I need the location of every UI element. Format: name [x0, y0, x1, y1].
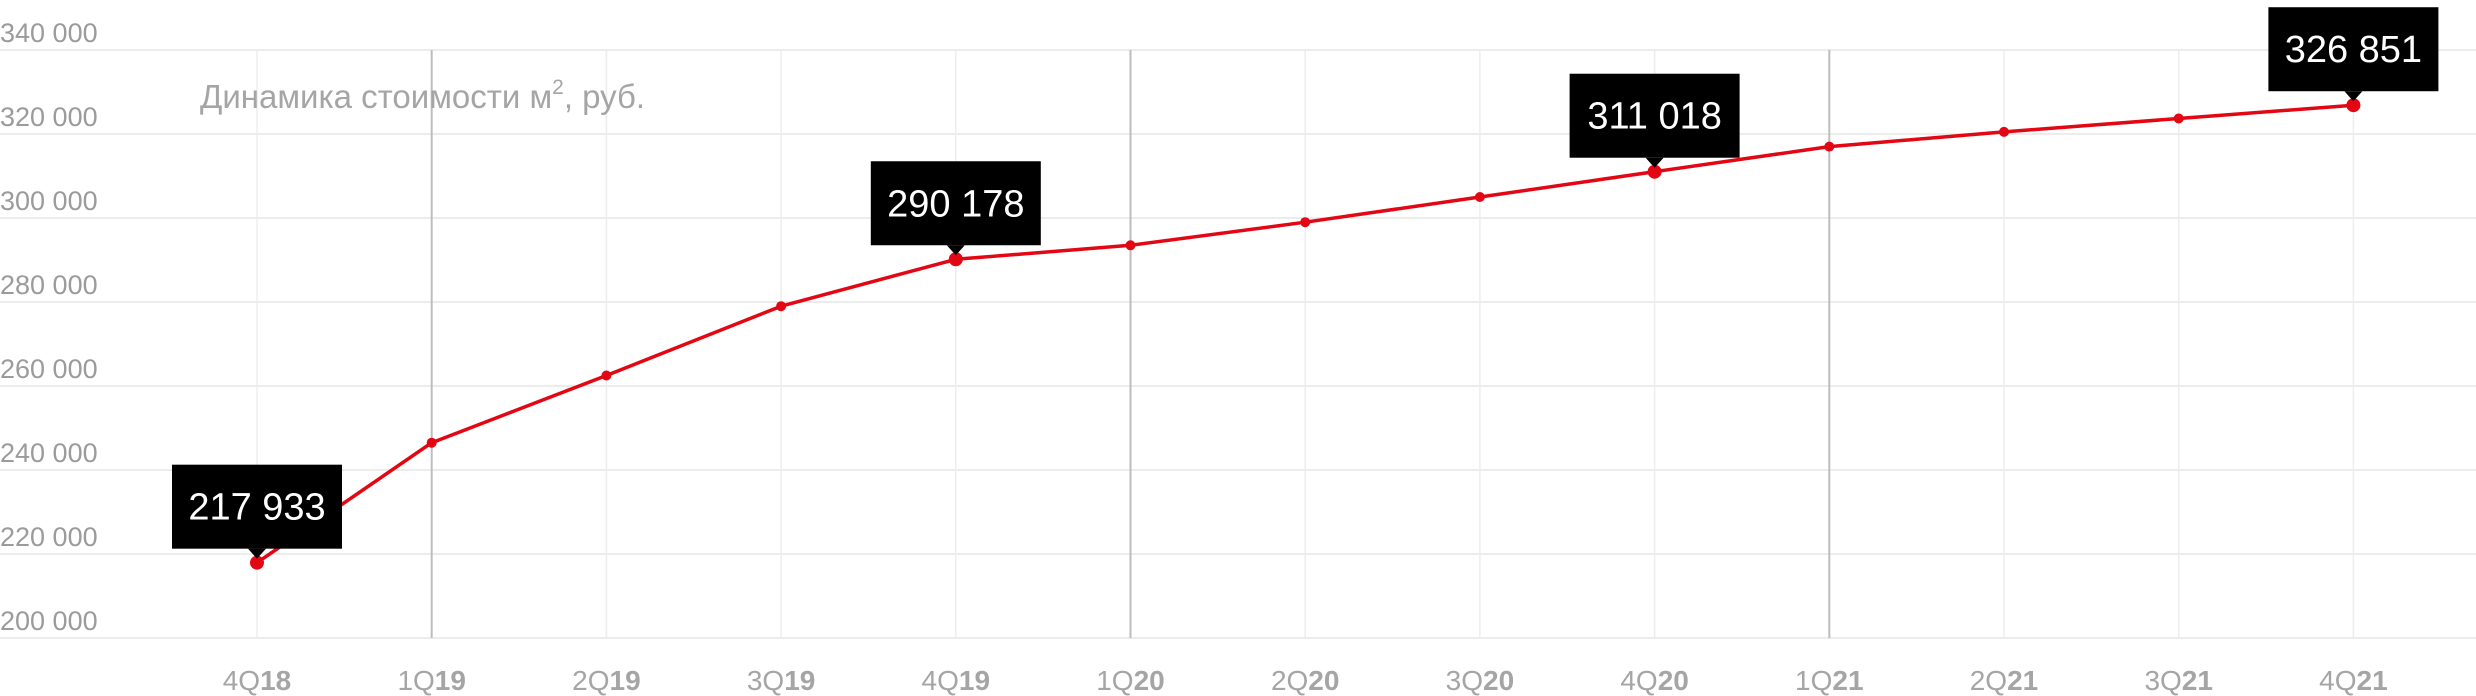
data-point	[1647, 164, 1662, 179]
y-axis-ticks: 200 000 220 000 240 000 260 000 280 000 300 0…	[0, 18, 98, 636]
x-tick-label: 1Q19	[397, 665, 466, 696]
x-tick-label: 2Q19	[572, 665, 641, 696]
data-points	[250, 98, 2361, 570]
value-callout: 326 851	[2268, 7, 2439, 102]
callout-value: 326 851	[2285, 29, 2422, 71]
callout-box	[172, 464, 342, 549]
callout-value: 290 178	[887, 183, 1024, 225]
y-tick-label: 240 000	[0, 438, 98, 468]
y-tick-label: 300 000	[0, 186, 98, 216]
y-tick-label: 280 000	[0, 270, 98, 300]
data-point	[426, 437, 437, 448]
callout-box	[1569, 73, 1740, 158]
data-point	[1474, 192, 1485, 202]
data-point	[250, 555, 264, 570]
data-point	[2346, 98, 2361, 113]
data-point	[1125, 240, 1136, 251]
grid	[0, 49, 2476, 639]
data-point	[601, 370, 612, 381]
chart-title: Динамика стоимости м2, руб.	[200, 76, 645, 115]
x-tick-label: 4Q20	[1620, 665, 1689, 696]
y-tick-label: 200 000	[0, 606, 98, 636]
x-tick-label: 3Q19	[747, 665, 816, 696]
x-tick-label: 3Q20	[1446, 665, 1515, 696]
y-tick-label: 340 000	[0, 18, 98, 48]
value-callouts: 217 933 290 178 311 018 326 851	[172, 7, 2439, 559]
x-tick-label: 1Q21	[1795, 665, 1864, 696]
data-point	[776, 301, 787, 312]
y-tick-label: 260 000	[0, 354, 98, 384]
callout-value: 311 018	[1587, 96, 1722, 138]
value-callout: 290 178	[870, 161, 1041, 256]
x-axis-ticks: 4Q18 1Q19 2Q19 3Q19 4Q19 1Q20 2Q20 3Q20 4Q20 1Q21…	[223, 665, 2388, 696]
value-callout: 217 933	[172, 464, 342, 559]
x-tick-label: 4Q18	[223, 665, 292, 696]
callout-pointer	[946, 245, 965, 256]
data-point	[1300, 217, 1311, 228]
data-point	[2173, 113, 2184, 124]
callout-pointer	[2344, 91, 2363, 102]
callout-box	[2268, 7, 2439, 92]
callout-box	[870, 161, 1041, 246]
y-tick-label: 220 000	[0, 522, 98, 552]
value-callout: 311 018	[1569, 73, 1740, 168]
y-tick-label: 320 000	[0, 102, 98, 132]
callout-pointer	[1645, 157, 1664, 168]
x-tick-label: 2Q21	[1970, 665, 2039, 696]
x-tick-label: 1Q20	[1096, 665, 1165, 696]
callout-pointer	[248, 548, 266, 559]
x-tick-label: 4Q21	[2319, 665, 2388, 696]
x-tick-label: 3Q21	[2144, 665, 2213, 696]
x-tick-label: 4Q19	[922, 665, 991, 696]
callout-value: 217 933	[188, 487, 325, 529]
data-point	[948, 252, 963, 267]
x-tick-label: 2Q20	[1271, 665, 1340, 696]
data-point	[1999, 126, 2009, 137]
data-point	[1824, 141, 1835, 152]
